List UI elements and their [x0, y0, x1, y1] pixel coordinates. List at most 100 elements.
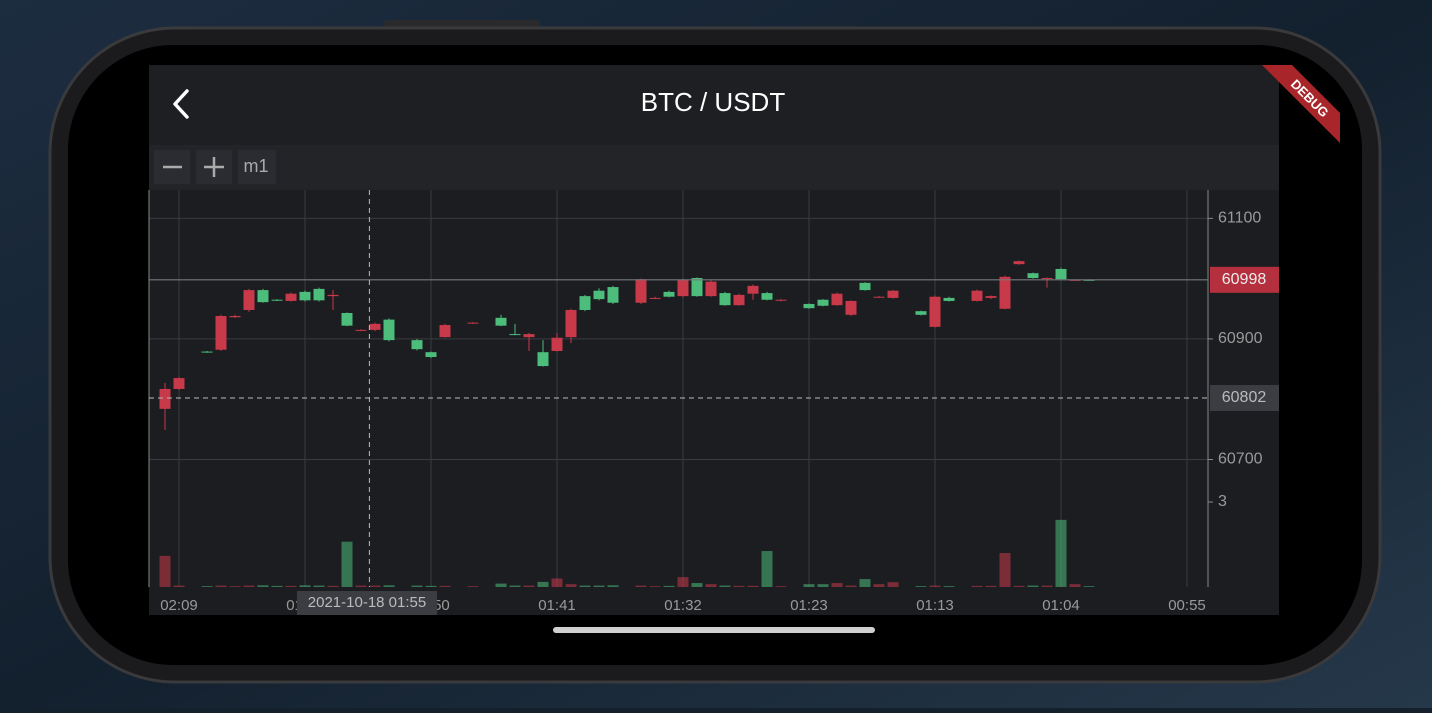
- volume-bar: [523, 585, 535, 587]
- volume-bar: [551, 578, 563, 587]
- last-price-label: 60998: [1222, 271, 1267, 288]
- candle-body: [719, 293, 731, 306]
- y-tick-label: 61100: [1218, 210, 1261, 227]
- volume-bar: [201, 586, 213, 587]
- candle-body: [467, 322, 479, 324]
- volume-bar: [1041, 585, 1053, 587]
- candle-body: [943, 297, 955, 301]
- volume-bar: [817, 584, 829, 587]
- volume-bar: [271, 585, 283, 587]
- volume-bar: [915, 586, 927, 587]
- volume-bar: [495, 583, 507, 587]
- volume-bar: [411, 585, 423, 587]
- candle-body: [271, 299, 283, 301]
- volume-bar: [971, 585, 983, 587]
- candle-body: [1055, 268, 1067, 280]
- volume-bar: [929, 585, 941, 587]
- candle-body: [425, 352, 437, 358]
- candle-body: [691, 278, 703, 297]
- volume-bar: [341, 541, 353, 587]
- candle-body: [705, 281, 717, 297]
- candle-body: [1027, 273, 1039, 279]
- volume-bar: [1083, 586, 1095, 587]
- candle-body: [775, 299, 787, 301]
- volume-bar: [845, 585, 857, 587]
- y-tick-label: 60700: [1218, 451, 1263, 468]
- candle-body: [663, 291, 675, 297]
- candle-body: [1041, 278, 1053, 280]
- candle-body: [845, 300, 857, 315]
- volume-bar: [257, 585, 269, 587]
- candle-body: [383, 319, 395, 341]
- candle-body: [929, 296, 941, 327]
- candle-body: [243, 290, 255, 310]
- volume-bar: [999, 553, 1011, 587]
- volume-bar: [537, 581, 549, 587]
- candle-body: [635, 279, 647, 303]
- candle-body: [803, 303, 815, 309]
- volume-bar: [943, 586, 955, 587]
- candle-body: [999, 276, 1011, 309]
- x-tick-label: 01:41: [538, 597, 576, 614]
- volume-bar: [873, 584, 885, 587]
- candle-body: [733, 294, 745, 306]
- candle-body: [509, 334, 521, 336]
- debug-banner: [1262, 65, 1340, 143]
- candle-body: [677, 279, 689, 297]
- last-price-box: [1210, 266, 1279, 293]
- volume-bar: [635, 585, 647, 587]
- chart: 02:0901:5901:5001:4101:3201:2301:1301:04…: [148, 190, 1279, 615]
- volume-bar: [173, 585, 185, 587]
- volume-bar: [985, 585, 997, 587]
- candle-body: [873, 296, 885, 298]
- x-tick-label: 02:09: [160, 597, 198, 614]
- candle-body: [747, 285, 759, 294]
- candle-body: [369, 323, 381, 330]
- x-tick-label: 01:32: [664, 597, 702, 614]
- volume-tick-label: 3: [1218, 493, 1227, 510]
- volume-bar: [327, 585, 339, 587]
- candle-body: [327, 294, 339, 297]
- candle-body: [299, 291, 311, 301]
- volume-bar: [355, 585, 367, 587]
- back-button[interactable]: [173, 89, 189, 119]
- candle-body: [607, 287, 619, 303]
- zoom-in-icon: [204, 157, 224, 177]
- candle-body: [761, 293, 773, 300]
- volume-bar: [705, 584, 717, 587]
- candle-body: [649, 297, 661, 299]
- candle-body: [313, 288, 325, 301]
- volume-bar: [831, 583, 843, 587]
- volume-bar: [1069, 584, 1081, 587]
- x-tick-label: 01:13: [916, 597, 954, 614]
- candle-body: [593, 290, 605, 300]
- candle-body: [887, 290, 899, 298]
- volume-bar: [509, 585, 521, 587]
- app-header: [149, 65, 1279, 145]
- volume-bar: [677, 577, 689, 587]
- candle-body: [229, 316, 241, 318]
- volume-bar: [1027, 585, 1039, 587]
- home-indicator: [553, 627, 875, 633]
- volume-bar: [887, 582, 899, 587]
- volume-bar: [747, 585, 759, 587]
- volume-bar: [439, 585, 451, 587]
- candle-body: [341, 312, 353, 326]
- crosshair-price-box: [1210, 385, 1279, 412]
- candle-body: [971, 290, 983, 301]
- toolbar: [149, 145, 1279, 190]
- candle-body: [1013, 261, 1025, 265]
- volume-bar: [803, 584, 815, 587]
- volume-bar: [691, 583, 703, 587]
- interval-label: m1: [243, 156, 268, 176]
- candle-body: [565, 309, 577, 338]
- volume-bar: [159, 555, 171, 587]
- candle-body: [201, 351, 213, 353]
- candle-body: [915, 311, 927, 315]
- candle-body: [859, 282, 871, 291]
- x-tick-label: 00:55: [1168, 597, 1206, 614]
- volume-bar: [565, 584, 577, 587]
- interval-button[interactable]: [238, 150, 276, 184]
- crosshair-price-label: 60802: [1222, 389, 1267, 406]
